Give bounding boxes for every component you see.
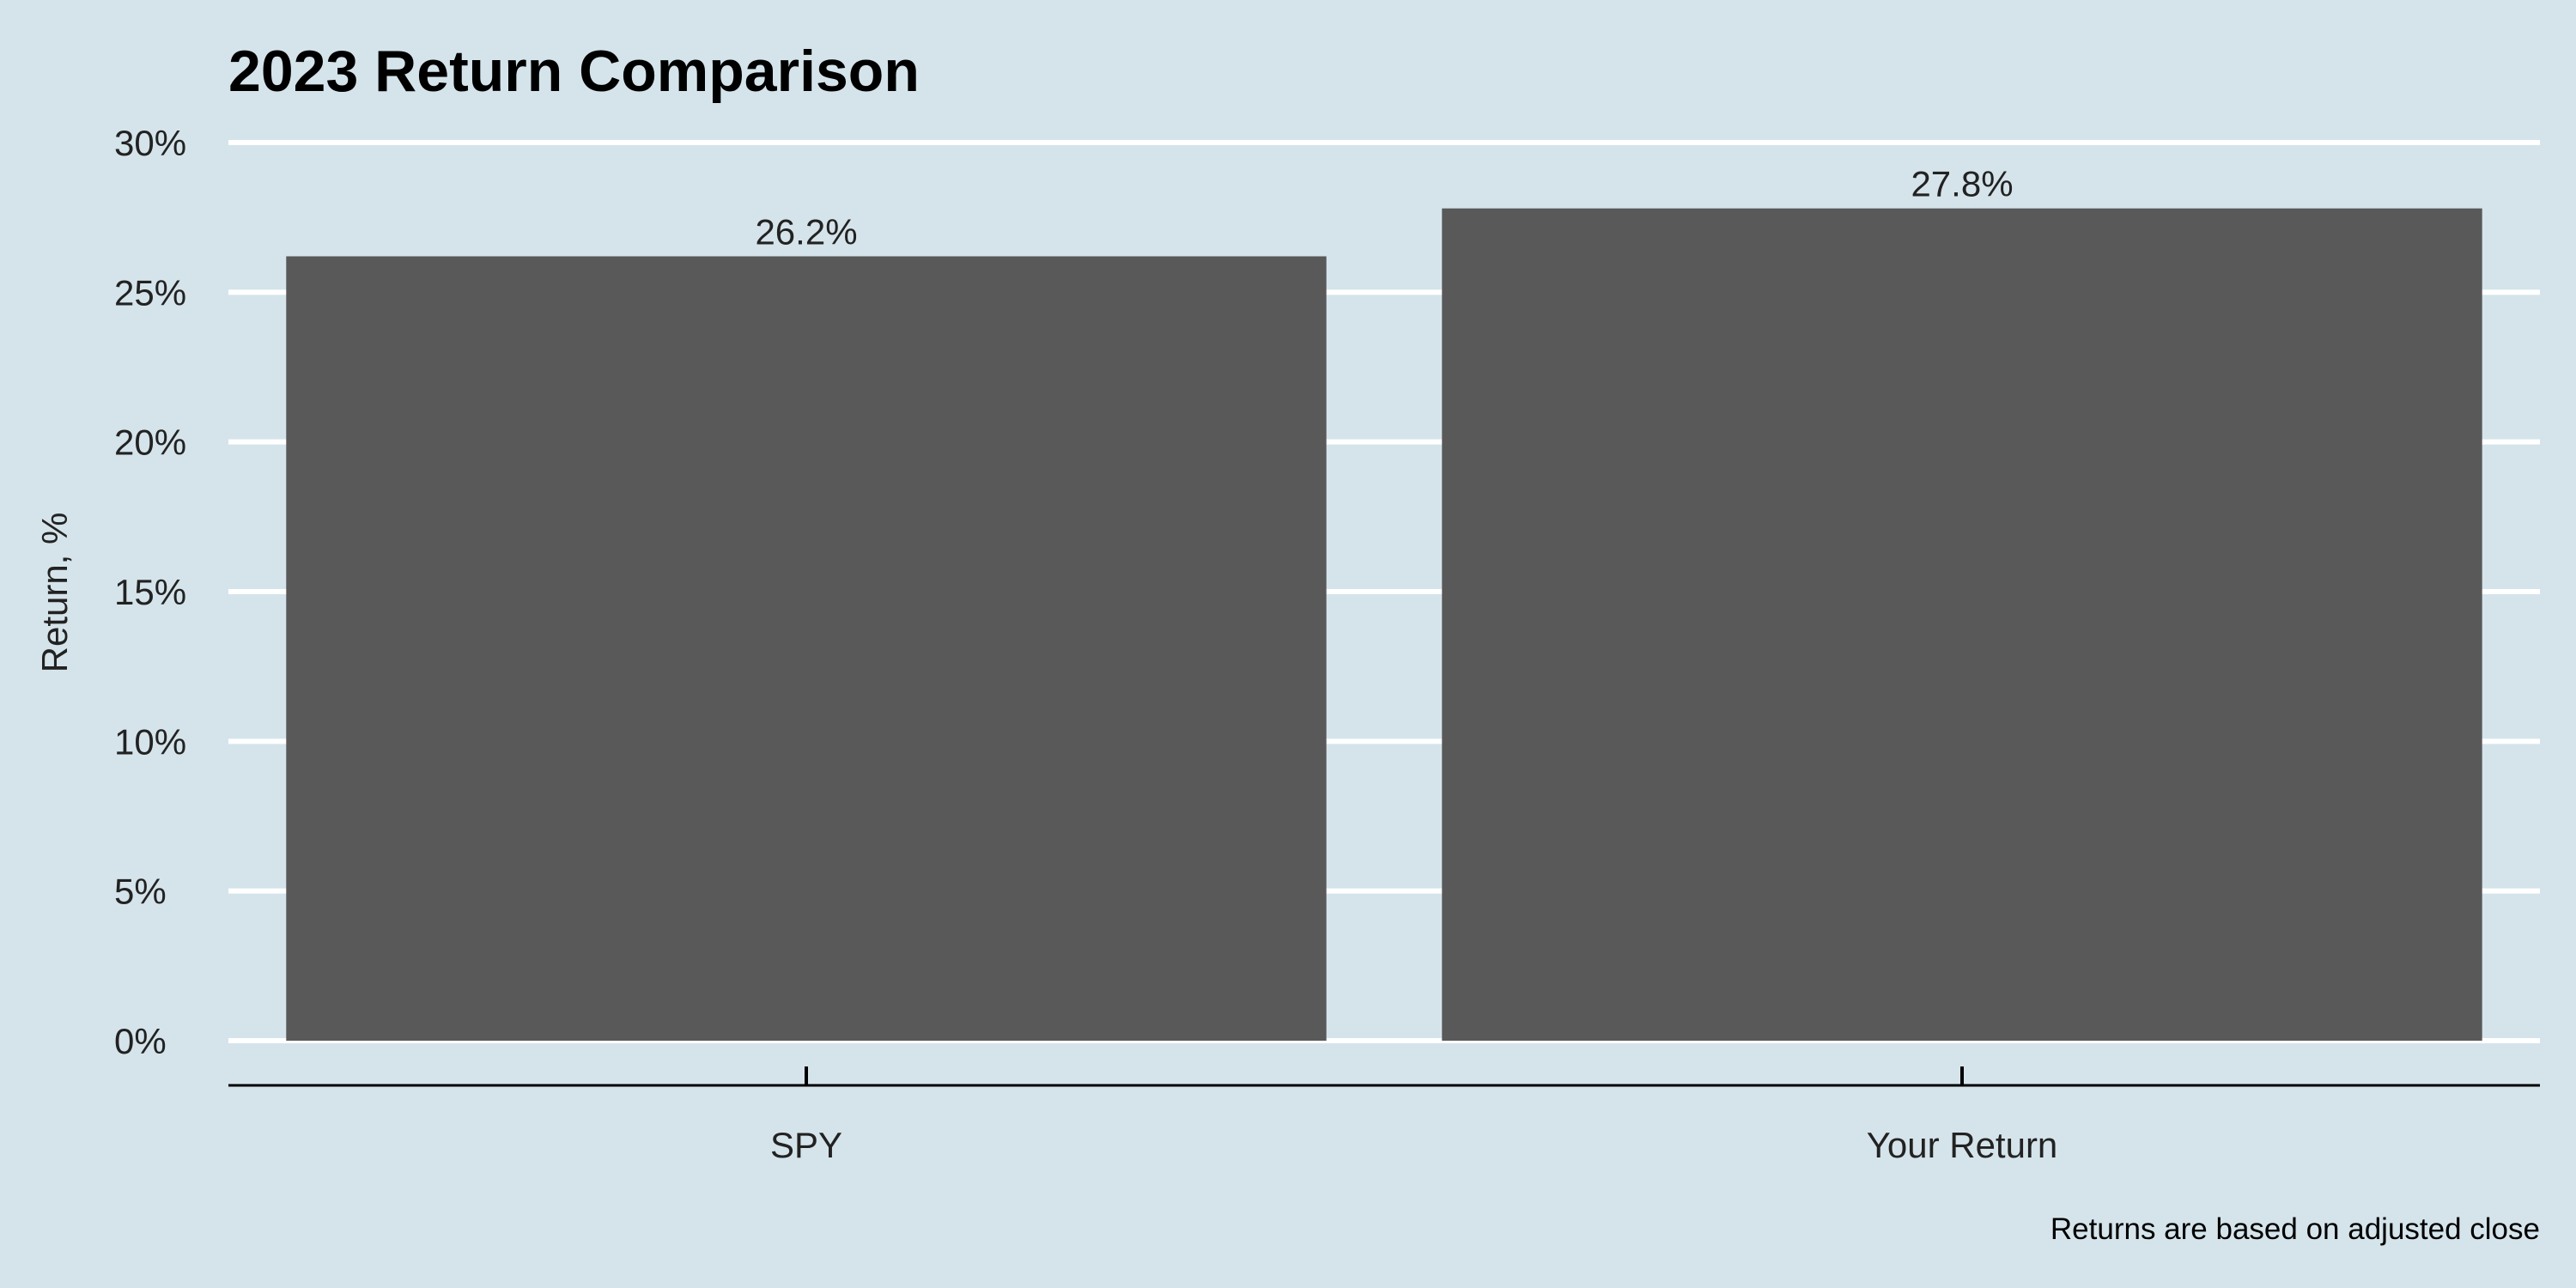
data-labels: 26.2% 27.8% — [755, 164, 2013, 252]
y-axis-title: Return, % — [34, 513, 75, 673]
y-tick-label: 5% — [114, 872, 167, 912]
y-tick-label: 25% — [114, 272, 186, 313]
bars — [286, 208, 2482, 1041]
chart-caption: Returns are based on adjusted close — [2050, 1212, 2540, 1246]
bar — [286, 256, 1327, 1041]
y-tick-label: 20% — [114, 422, 186, 463]
chart-title: 2023 Return Comparison — [228, 39, 920, 104]
x-axis: SPY Your Return — [228, 1066, 2540, 1165]
bar — [1442, 208, 2482, 1041]
y-tick-label: 30% — [114, 123, 186, 163]
x-tick-label: Your Return — [1867, 1125, 2058, 1165]
bar-value-label: 27.8% — [1911, 164, 2013, 204]
y-axis-ticks: 0% 5% 10% 15% 20% 25% 30% — [114, 123, 186, 1061]
bar-value-label: 26.2% — [755, 211, 857, 252]
y-tick-label: 15% — [114, 572, 186, 612]
y-tick-label: 0% — [114, 1021, 167, 1061]
y-tick-label: 10% — [114, 721, 186, 762]
x-tick-label: SPY — [770, 1125, 842, 1165]
